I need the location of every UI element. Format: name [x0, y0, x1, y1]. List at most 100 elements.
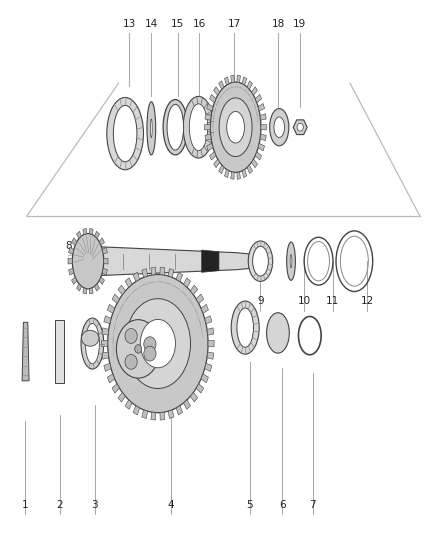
Polygon shape	[160, 412, 165, 420]
Polygon shape	[176, 406, 183, 415]
Polygon shape	[71, 238, 77, 245]
Circle shape	[144, 346, 156, 361]
Polygon shape	[207, 352, 214, 359]
Circle shape	[125, 328, 137, 343]
Ellipse shape	[287, 242, 295, 280]
Polygon shape	[258, 143, 265, 151]
Circle shape	[297, 124, 304, 131]
Polygon shape	[201, 250, 219, 272]
Circle shape	[144, 337, 156, 352]
Polygon shape	[261, 125, 267, 130]
Polygon shape	[205, 114, 211, 120]
Ellipse shape	[81, 318, 104, 369]
Ellipse shape	[167, 104, 184, 150]
Text: 12: 12	[361, 296, 374, 306]
Polygon shape	[205, 134, 211, 141]
Polygon shape	[71, 277, 77, 285]
Polygon shape	[102, 247, 107, 254]
Text: 14: 14	[145, 19, 158, 29]
Ellipse shape	[108, 274, 208, 413]
Text: 5: 5	[246, 499, 253, 510]
Polygon shape	[151, 267, 156, 275]
Polygon shape	[184, 278, 191, 287]
Polygon shape	[207, 103, 213, 111]
Ellipse shape	[150, 119, 152, 138]
Polygon shape	[125, 400, 132, 409]
Polygon shape	[207, 143, 213, 151]
Polygon shape	[68, 259, 72, 264]
Polygon shape	[83, 228, 87, 235]
Ellipse shape	[231, 301, 259, 354]
Polygon shape	[242, 77, 247, 85]
Polygon shape	[168, 269, 174, 277]
Text: 17: 17	[228, 19, 241, 29]
Polygon shape	[219, 81, 224, 90]
Text: 7: 7	[310, 499, 316, 510]
Polygon shape	[142, 269, 148, 277]
Polygon shape	[99, 277, 105, 285]
Polygon shape	[112, 294, 120, 303]
Polygon shape	[102, 268, 107, 275]
Ellipse shape	[189, 104, 208, 151]
Polygon shape	[201, 304, 208, 313]
Polygon shape	[99, 238, 105, 245]
Polygon shape	[214, 87, 219, 95]
Polygon shape	[191, 285, 198, 295]
Ellipse shape	[107, 98, 144, 169]
Polygon shape	[104, 364, 111, 372]
Polygon shape	[69, 268, 74, 275]
Text: 8: 8	[65, 241, 72, 251]
Ellipse shape	[290, 254, 292, 268]
Ellipse shape	[274, 117, 285, 138]
Ellipse shape	[237, 308, 254, 348]
Polygon shape	[201, 374, 208, 383]
Polygon shape	[251, 159, 258, 168]
Ellipse shape	[81, 330, 99, 346]
Ellipse shape	[253, 246, 268, 276]
Ellipse shape	[163, 100, 187, 155]
Ellipse shape	[183, 96, 214, 158]
Polygon shape	[251, 87, 258, 95]
FancyBboxPatch shape	[55, 320, 64, 383]
Polygon shape	[225, 169, 229, 177]
Polygon shape	[168, 410, 174, 418]
Polygon shape	[260, 114, 266, 120]
Ellipse shape	[117, 320, 160, 378]
Polygon shape	[242, 169, 247, 177]
Polygon shape	[88, 246, 254, 276]
Polygon shape	[89, 228, 93, 235]
Polygon shape	[69, 247, 74, 254]
Polygon shape	[208, 341, 214, 347]
Ellipse shape	[140, 319, 176, 368]
Polygon shape	[118, 285, 125, 295]
Text: 11: 11	[326, 296, 339, 306]
Polygon shape	[196, 384, 204, 393]
Polygon shape	[225, 77, 229, 85]
Polygon shape	[176, 272, 183, 281]
Polygon shape	[247, 81, 252, 90]
Circle shape	[135, 345, 142, 353]
Polygon shape	[133, 272, 140, 281]
Polygon shape	[214, 159, 219, 168]
Polygon shape	[255, 152, 261, 160]
Polygon shape	[191, 392, 198, 402]
Ellipse shape	[219, 98, 252, 157]
Ellipse shape	[85, 324, 99, 364]
Polygon shape	[210, 152, 216, 160]
Polygon shape	[95, 231, 99, 239]
Text: 6: 6	[279, 499, 286, 510]
Polygon shape	[104, 316, 111, 324]
Text: 2: 2	[57, 499, 63, 510]
Polygon shape	[95, 284, 99, 291]
Ellipse shape	[147, 102, 155, 155]
Polygon shape	[107, 374, 115, 383]
Ellipse shape	[270, 109, 289, 146]
Polygon shape	[102, 328, 109, 335]
Polygon shape	[160, 267, 165, 275]
Polygon shape	[107, 304, 115, 313]
Polygon shape	[237, 172, 240, 179]
Polygon shape	[125, 278, 132, 287]
Polygon shape	[118, 392, 125, 402]
Circle shape	[125, 354, 137, 369]
Polygon shape	[210, 94, 216, 103]
